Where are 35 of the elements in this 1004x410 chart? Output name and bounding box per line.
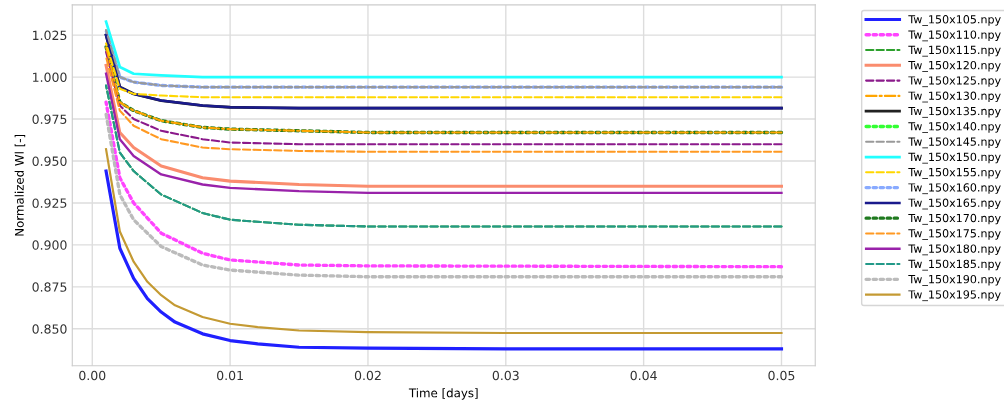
legend-label: Tw_150x145.npy xyxy=(908,137,1001,149)
legend-label: Tw_150x140.npy xyxy=(908,122,1001,133)
legend-label: Tw_150x185.npy xyxy=(908,259,1001,271)
x-tick-label: 0.02 xyxy=(354,370,381,381)
legend-label: Tw_150x155.npy xyxy=(908,167,1001,179)
x-tick-label: 0.00 xyxy=(79,370,106,381)
legend-label: Tw_150x130.npy xyxy=(908,91,1001,103)
y-tick-label: 0.925 xyxy=(32,198,67,208)
x-axis-title: Time [days] xyxy=(408,388,478,400)
legend-label: Tw_150x135.npy xyxy=(908,106,1001,118)
y-tick-label: 1.025 xyxy=(33,30,67,41)
legend-label: Tw_150x150.npy xyxy=(908,152,1001,164)
legend-label: Tw_150x180.npy xyxy=(908,244,1001,256)
legend-label: Tw_150x120.npy xyxy=(908,60,1001,72)
legend-label: Tw_150x110.npy xyxy=(908,30,1001,42)
x-tick-label: 0.01 xyxy=(217,370,243,381)
legend-label: Tw_150x165.npy xyxy=(908,198,1001,210)
x-tick-label: 0.03 xyxy=(492,370,519,381)
legend-label: Tw_150x175.npy xyxy=(908,229,1001,240)
legend-label: Tw_150x125.npy xyxy=(908,76,1001,88)
x-tick-label: 0.05 xyxy=(768,370,795,381)
y-tick-label: 1.000 xyxy=(33,72,67,83)
y-tick-label: 0.850 xyxy=(32,324,67,334)
y-tick-label: 0.875 xyxy=(32,282,67,292)
legend-label: Tw_150x170.npy xyxy=(908,213,1001,225)
y-tick-label: 0.975 xyxy=(32,114,67,124)
legend-label: Tw_150x195.npy xyxy=(908,290,1001,302)
legend-label: Tw_150x160.npy xyxy=(908,183,1001,195)
legend-label: Tw_150x115.npy xyxy=(908,45,1001,57)
legend-label: Tw_150x190.npy xyxy=(908,274,1001,286)
x-tick-label: 0.04 xyxy=(630,370,657,381)
y-tick-label: 0.950 xyxy=(32,156,67,166)
legend-label: Tw_150x105.npy xyxy=(908,15,1001,26)
y-tick-label: 0.900 xyxy=(32,240,67,250)
y-axis-title: Normalized Wl [-] xyxy=(14,134,26,236)
